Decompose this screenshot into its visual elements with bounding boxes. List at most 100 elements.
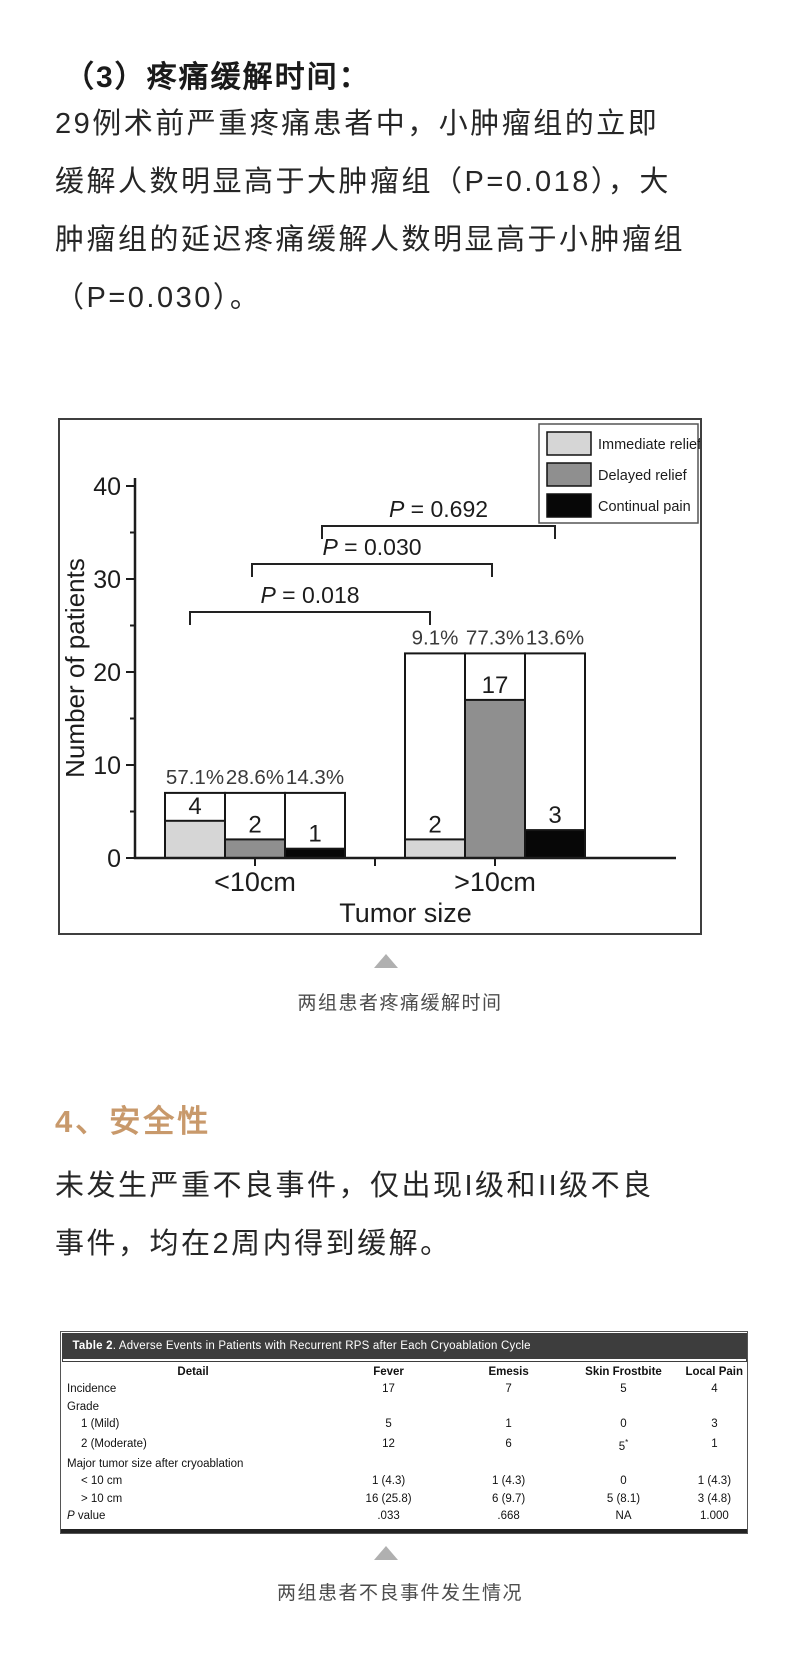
table-cell: 3 (4.8) [697, 1492, 732, 1505]
table-cell: 5* [618, 1437, 629, 1453]
table-cell: 5 (8.1) [606, 1492, 641, 1505]
bar-fill-immediate-relief [404, 838, 466, 859]
table-cell [325, 1456, 452, 1474]
table-title: Table 2. Adverse Events in Patients with… [61, 1332, 747, 1362]
table-cell: > 10 cm [81, 1492, 123, 1505]
table-title-label: Table 2 [72, 1339, 113, 1352]
table-cell: Incidence [67, 1383, 117, 1395]
section3-paragraph: 29例术前严重疼痛患者中，小肿瘤组的立即 缓解人数明显高于大肿瘤组（P=0.018… [55, 104, 755, 336]
paragraph-line: 事件，均在2周内得到缓解。 [55, 1228, 452, 1260]
bar-fill-delayed-relief [464, 698, 526, 859]
table-cell: .033 [377, 1510, 400, 1523]
bar-percent-label: 28.6% [226, 766, 284, 789]
table-column-header: Detail [177, 1366, 209, 1378]
figure-caption: 两组患者疼痛缓解时间 [297, 993, 503, 1014]
table-cell [325, 1399, 452, 1417]
bar-percent-label: 57.1% [166, 766, 224, 789]
table-cell: < 10 cm [81, 1475, 123, 1488]
bar-percent-label: 14.3% [286, 766, 344, 789]
bar-percent-label: 13.6% [526, 626, 584, 649]
table-row: P value .033 .668 NA 1.000 [61, 1508, 747, 1526]
legend-label: Immediate relief [598, 437, 700, 453]
table-cell: 1.000 [700, 1510, 729, 1523]
table-cell: Major tumor size after cryoablation [67, 1457, 244, 1470]
table-column-header: Skin Frostbite [585, 1366, 662, 1378]
legend-swatch [546, 493, 592, 518]
adverse-events-table: Table 2. Adverse Events in Patients with… [60, 1331, 748, 1534]
bar-fill-continual-pain [524, 829, 586, 860]
table-cell: 5 [620, 1383, 627, 1395]
bar-fill-delayed-relief [224, 838, 286, 859]
table-row: < 10 cm 1 (4.3) 1 (4.3) 0 1 (4.3) [61, 1473, 747, 1491]
table-cell: 1 (Mild) [81, 1418, 120, 1430]
table-row: Major tumor size after cryoablation [61, 1456, 747, 1474]
table-cell: .668 [497, 1510, 520, 1523]
y-tick-label: 30 [93, 566, 121, 594]
table-cell: 1 [711, 1437, 718, 1450]
adverse-events-grid: Detail Fever Emesis Skin Frostbite Local Pai… [61, 1362, 747, 1526]
table-cell: 6 (9.7) [491, 1492, 526, 1505]
table-row: Grade [61, 1399, 747, 1417]
y-tick-label: 0 [107, 845, 121, 873]
x-category-label: >10cm [454, 867, 536, 897]
table-cell: 5 [385, 1418, 392, 1430]
bar-count-label: 4 [188, 793, 201, 820]
significance-bracket [251, 563, 493, 577]
table-row: 2 (Moderate) 12 6 5* 1 [61, 1434, 747, 1456]
table-cell [452, 1456, 565, 1474]
table-bottom-rule [61, 1528, 747, 1533]
bar-percent-label: 9.1% [412, 626, 459, 649]
bar-count-label: 3 [548, 802, 561, 829]
paragraph-line: （P=0.030）。 [55, 282, 262, 314]
table-column-header: Emesis [488, 1366, 529, 1378]
table-cell: 1 (4.3) [491, 1475, 526, 1488]
table-column-header: Fever [373, 1366, 404, 1378]
table-cell: 1 (4.3) [697, 1475, 732, 1488]
table-cell [452, 1399, 565, 1417]
significance-bracket [321, 525, 556, 539]
table-cell: 16 (25.8) [365, 1492, 412, 1505]
paragraph-line: 缓解人数明显高于大肿瘤组（P=0.018），大 [55, 166, 671, 198]
p-value-label: P = 0.030 [322, 534, 421, 560]
legend-swatch [546, 431, 592, 456]
y-tick-label: 40 [93, 473, 121, 501]
table-cell: 6 [505, 1437, 512, 1450]
pain-relief-bar-chart: 4 57.1% 2 28.6% 1 14.3% 2 9.1% 17 77.3% 3 13.6% 0 10 2… [60, 423, 700, 928]
table-cell [682, 1399, 747, 1417]
table-column-header: Local Pain [685, 1366, 743, 1378]
legend-label: Delayed relief [598, 468, 688, 484]
table-row: Incidence 17 7 5 4 [61, 1381, 747, 1399]
table-cell: 1 (4.3) [371, 1475, 406, 1488]
y-axis-title: Number of patients [60, 558, 90, 778]
paragraph-line: 未发生严重不良事件，仅出现I级和II级不良 [55, 1170, 654, 1202]
y-tick-label: 10 [93, 752, 121, 780]
paragraph-line: 29例术前严重疼痛患者中，小肿瘤组的立即 [55, 108, 660, 140]
table-cell: 3 [711, 1418, 718, 1430]
y-tick-label: 20 [93, 659, 121, 687]
table-cell: 17 [382, 1383, 395, 1395]
legend-label: Continual pain [598, 499, 691, 515]
table-cell: 4 [711, 1383, 718, 1395]
p-value-label: P = 0.018 [260, 582, 359, 608]
section4-heading: 4、安全性 [55, 1104, 212, 1139]
section3-heading: （3）疼痛缓解时间： [64, 61, 371, 94]
legend-swatch [546, 462, 592, 487]
table-row: 1 (Mild) 5 1 0 3 [61, 1416, 747, 1434]
table-cell: 12 [382, 1437, 395, 1450]
caption-triangle-icon [374, 1546, 398, 1560]
table-cell: NA [615, 1510, 632, 1523]
p-value-label: P = 0.692 [389, 496, 488, 522]
x-axis-title: Tumor size [339, 898, 472, 928]
bar-outline [524, 652, 586, 859]
table-header-row: Detail Fever Emesis Skin Frostbite Local Pai… [61, 1362, 747, 1381]
table-cell: 0 [620, 1418, 627, 1430]
table-title-rest: . Adverse Events in Patients with Recurr… [112, 1339, 531, 1352]
table-cell [565, 1399, 682, 1417]
bar-count-label: 2 [248, 811, 261, 838]
table-row: > 10 cm 16 (25.8) 6 (9.7) 5 (8.1) 3 (4.8) [61, 1491, 747, 1509]
bar-percent-label: 77.3% [466, 626, 524, 649]
bar-fill-continual-pain [284, 847, 346, 860]
table-cell: Grade [67, 1400, 99, 1413]
table-cell [565, 1456, 682, 1474]
